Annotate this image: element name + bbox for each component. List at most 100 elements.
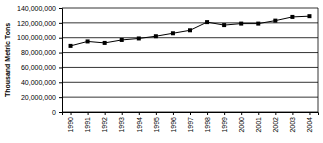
marker <box>222 23 226 27</box>
y-tick: 80,000,000 <box>21 49 62 56</box>
y-tick: 60,000,000 <box>21 64 62 71</box>
x-tick: 1998 <box>204 112 211 133</box>
y-tick-label: 100,000,000 <box>17 34 56 41</box>
y-tick-label: 20,000,000 <box>21 94 56 101</box>
y-tick-label: 60,000,000 <box>21 64 56 71</box>
grid-line <box>62 67 318 68</box>
y-tick-label: 140,000,000 <box>17 5 56 12</box>
x-tick: 1999 <box>221 112 228 133</box>
x-tick-mark <box>105 112 106 115</box>
marker <box>69 44 73 48</box>
y-tick-label: 80,000,000 <box>21 49 56 56</box>
y-tick-label: 120,000,000 <box>17 20 56 27</box>
marker <box>137 36 141 40</box>
grid-line <box>62 82 318 83</box>
x-tick: 1991 <box>84 112 91 133</box>
x-tick-label: 1998 <box>204 117 211 133</box>
marker <box>154 34 158 38</box>
marker <box>103 41 107 45</box>
x-tick: 1992 <box>101 112 108 133</box>
x-tick-mark <box>139 112 140 115</box>
y-tick-mark <box>59 67 62 68</box>
grid-line <box>62 52 318 53</box>
x-tick-label: 1994 <box>136 117 143 133</box>
chart: 0 20,000,000 40,000,000 60,000,000 80,000,00… <box>0 0 323 143</box>
x-tick-label: 1995 <box>153 117 160 133</box>
y-tick: 120,000,000 <box>17 20 62 27</box>
marker <box>290 15 294 19</box>
y-axis-title: Thousand Metric Tons <box>4 23 11 97</box>
x-tick-mark <box>241 112 242 115</box>
x-tick-mark <box>173 112 174 115</box>
x-axis-line <box>63 113 319 116</box>
plot-frame <box>318 8 319 112</box>
x-tick: 1990 <box>67 112 74 133</box>
marker <box>171 31 175 35</box>
x-tick-mark <box>71 112 72 115</box>
x-tick-mark <box>156 112 157 115</box>
y-tick: 40,000,000 <box>21 79 62 86</box>
marker <box>120 38 124 42</box>
x-tick: 2002 <box>272 112 279 133</box>
x-tick-label: 1992 <box>101 117 108 133</box>
x-tick-label: 2004 <box>306 117 313 133</box>
grid-line <box>62 37 318 38</box>
y-tick: 140,000,000 <box>17 5 62 12</box>
marker <box>256 22 260 26</box>
marker <box>307 14 311 18</box>
x-tick-mark <box>258 112 259 115</box>
x-tick: 1995 <box>153 112 160 133</box>
x-tick-label: 1993 <box>118 117 125 133</box>
x-tick-mark <box>224 112 225 115</box>
x-tick-mark <box>122 112 123 115</box>
x-tick-mark <box>275 112 276 115</box>
x-tick: 1993 <box>118 112 125 133</box>
plot-area <box>69 14 312 48</box>
marker <box>205 20 209 24</box>
x-tick-label: 2001 <box>255 117 262 133</box>
x-tick-label: 1991 <box>84 117 91 133</box>
y-tick-label: 0 <box>52 109 56 116</box>
x-tick: 1994 <box>136 112 143 133</box>
x-tick-mark <box>309 112 310 115</box>
marker <box>86 39 90 43</box>
x-tick-label: 1999 <box>221 117 228 133</box>
x-tick-mark <box>190 112 191 115</box>
x-tick: 2003 <box>289 112 296 133</box>
x-tick-mark <box>292 112 293 115</box>
x-tick: 2000 <box>238 112 245 133</box>
y-tick-mark <box>59 112 62 113</box>
x-tick-mark <box>207 112 208 115</box>
x-tick-mark <box>88 112 89 115</box>
y-tick-mark <box>59 38 62 39</box>
marker <box>239 22 243 26</box>
y-tick-mark <box>59 8 62 9</box>
y-tick-mark <box>59 23 62 24</box>
grid-line <box>62 97 318 98</box>
y-axis-line <box>59 9 63 113</box>
grid-line <box>62 22 318 23</box>
x-axis: 1990 1991 1992 1993 1994 1995 1996 1997 1998 1999… <box>63 112 319 133</box>
x-tick-label: 1997 <box>187 117 194 133</box>
y-tick-label: 40,000,000 <box>21 79 56 86</box>
y-tick-mark <box>59 82 62 83</box>
grid <box>62 8 318 112</box>
y-axis: 0 20,000,000 40,000,000 60,000,000 80,000,00… <box>17 5 62 116</box>
marker <box>188 28 192 32</box>
x-tick-label: 2000 <box>238 117 245 133</box>
x-tick: 1997 <box>187 112 194 133</box>
x-tick: 1996 <box>170 112 177 133</box>
y-tick: 20,000,000 <box>21 94 62 101</box>
y-tick: 100,000,000 <box>17 34 62 41</box>
y-tick-mark <box>59 97 62 98</box>
x-tick-label: 2003 <box>289 117 296 133</box>
y-tick: 0 <box>52 109 62 116</box>
grid-line <box>62 8 318 9</box>
marker <box>273 19 277 23</box>
y-tick-mark <box>59 53 62 54</box>
x-tick-label: 1990 <box>67 117 74 133</box>
line <box>71 16 310 46</box>
x-tick: 2004 <box>306 112 313 133</box>
x-tick-label: 2002 <box>272 117 279 133</box>
x-tick: 2001 <box>255 112 262 133</box>
